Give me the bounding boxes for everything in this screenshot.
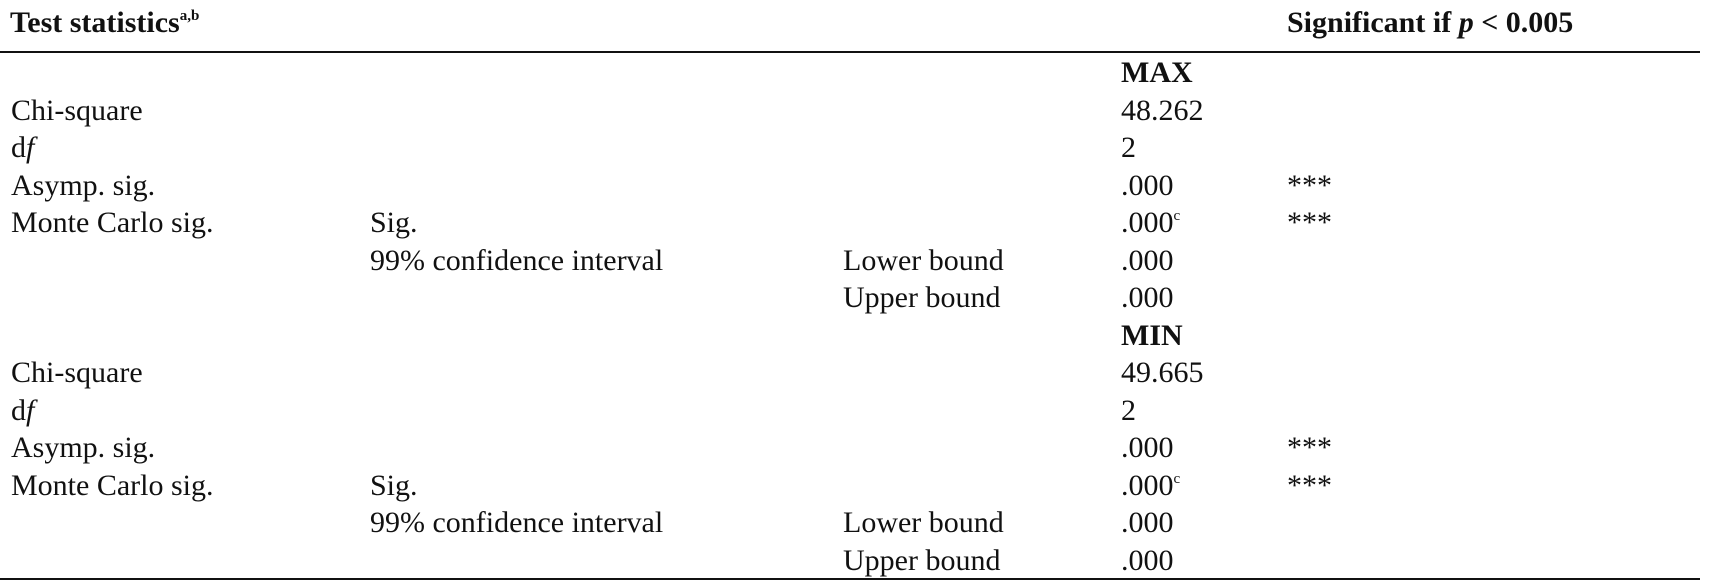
row-label-text: Chi-square — [11, 93, 143, 127]
value: .000 — [1121, 281, 1174, 314]
bound-label: Upper bound — [843, 281, 1001, 314]
row-label-text: d — [11, 131, 26, 164]
value: 49.665 — [1121, 356, 1204, 389]
row-label-text: Chi-square — [11, 356, 143, 389]
value-cell: 2 — [1121, 394, 1136, 428]
rule-bottom — [0, 578, 1700, 580]
table-title: Test statisticsa,b — [10, 6, 199, 40]
value-cell: .000 — [1121, 169, 1174, 203]
value: .000 — [1121, 543, 1174, 577]
row-label: Monte Carlo sig. — [11, 469, 214, 503]
value-cell: .000 — [1121, 244, 1174, 278]
value: 2 — [1121, 131, 1136, 164]
row-label: Monte Carlo sig. — [11, 206, 214, 240]
row-label-text: Asymp. sig. — [11, 431, 156, 464]
value-cell: 48.262 — [1121, 94, 1204, 128]
value: .000 — [1121, 206, 1174, 239]
value-cell: .000 — [1121, 431, 1174, 465]
title-text: Test statistics — [10, 6, 180, 39]
value: .000 — [1121, 431, 1174, 464]
value: .000 — [1121, 506, 1174, 539]
sig-p: p — [1458, 6, 1474, 39]
bound-label: Lower bound — [843, 243, 1004, 277]
value: 2 — [1121, 393, 1136, 427]
row-label-italic: f — [26, 131, 35, 164]
value-cell: .000 — [1121, 281, 1174, 315]
significance-stars: *** — [1287, 168, 1332, 202]
value-cell: .000 — [1121, 506, 1174, 540]
row-label-text: Monte Carlo sig. — [11, 468, 214, 502]
value-cell: .000c — [1121, 206, 1180, 240]
row-label: df — [11, 131, 34, 165]
bound-label: Lower bound — [843, 506, 1004, 539]
value-cell: .000c — [1121, 469, 1180, 503]
value-footnote: c — [1173, 470, 1181, 487]
value-cell: .000 — [1121, 544, 1174, 578]
sub-label: 99% confidence interval — [370, 243, 664, 277]
section-label: MIN — [1121, 318, 1183, 352]
row-label-text: Asymp. sig. — [11, 168, 156, 202]
row-label: Asymp. sig. — [11, 169, 155, 203]
sub-label: Sig. — [370, 206, 418, 239]
rule-top — [0, 51, 1700, 53]
significance-stars: *** — [1287, 468, 1332, 502]
value: .000 — [1121, 243, 1174, 277]
row-label: Asymp. sig. — [11, 431, 155, 465]
sub-label: 99% confidence interval — [370, 506, 664, 539]
row-label-text: Monte Carlo sig. — [11, 206, 214, 239]
sub-label: Sig. — [370, 468, 418, 502]
row-label: df — [11, 394, 34, 428]
value: 48.262 — [1121, 93, 1204, 127]
row-label-text: d — [11, 393, 26, 427]
sig-text: Significant if — [1287, 6, 1459, 39]
value-cell: 2 — [1121, 131, 1136, 165]
section-label: MAX — [1121, 56, 1193, 89]
row-label: Chi-square — [11, 94, 143, 128]
value: .000 — [1121, 468, 1174, 502]
row-label-italic: f — [26, 393, 35, 427]
title-footnote: a,b — [179, 8, 200, 24]
sig-threshold: < 0.005 — [1473, 6, 1574, 39]
value-footnote: c — [1173, 208, 1181, 224]
bound-label: Upper bound — [843, 543, 1001, 577]
row-label: Chi-square — [11, 356, 143, 390]
significance-stars: *** — [1287, 431, 1332, 464]
value-cell: 49.665 — [1121, 356, 1204, 390]
value: .000 — [1121, 168, 1174, 202]
significance-header: Significant if p < 0.005 — [1287, 6, 1573, 40]
significance-stars: *** — [1287, 206, 1332, 239]
